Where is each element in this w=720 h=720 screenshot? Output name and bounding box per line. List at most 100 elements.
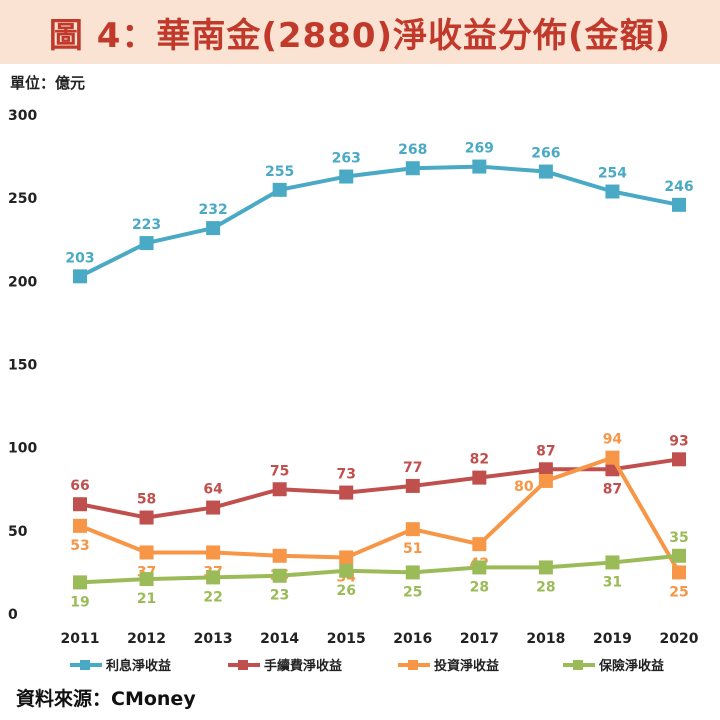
x-tick-label: 2012 (127, 631, 166, 647)
series-line (79, 455, 681, 574)
legend-marker (408, 660, 418, 670)
x-tick-label: 2015 (327, 631, 366, 647)
data-point (139, 236, 154, 251)
data-label: 203 (65, 250, 94, 266)
legend-entry: 投資淨收益 (434, 658, 499, 674)
data-point (73, 497, 87, 512)
line-chart: 0 50 100 150 200 250 300 2011 2012 2013 2014 2015 20… (8, 108, 699, 674)
series-line (79, 553, 680, 585)
data-point (272, 182, 287, 197)
data-label: 87 (603, 481, 622, 497)
data-label: 58 (137, 492, 156, 508)
data-point (405, 161, 420, 176)
data-point (472, 537, 487, 552)
data-label: 31 (603, 574, 622, 590)
data-label: 255 (265, 164, 294, 180)
data-point (538, 462, 553, 477)
x-tick-label: 2016 (393, 631, 432, 647)
data-label: 23 (270, 588, 289, 604)
y-tick-label: 100 (8, 441, 37, 457)
data-point (73, 518, 87, 533)
legend-entry: 利息淨收益 (106, 658, 171, 674)
data-label: 28 (470, 579, 489, 595)
x-tick-label: 2017 (460, 631, 499, 647)
y-tick-label: 300 (8, 108, 37, 124)
x-tick-label: 2011 (61, 631, 100, 647)
series-line (79, 457, 680, 520)
data-point (272, 482, 287, 497)
data-point (472, 470, 487, 485)
x-tick-label: 2020 (660, 631, 699, 647)
data-point (272, 548, 287, 563)
data-label: 266 (531, 146, 560, 162)
x-tick-label: 2013 (194, 631, 233, 647)
data-label: 73 (336, 467, 355, 483)
x-tick-label: 2018 (526, 631, 565, 647)
data-label: 94 (603, 432, 623, 448)
data-label: 22 (203, 589, 222, 605)
data-label: 263 (332, 151, 361, 167)
data-point (73, 575, 87, 590)
y-tick-label: 200 (8, 274, 37, 290)
data-label: 25 (669, 584, 688, 600)
y-tick-label: 150 (8, 358, 37, 374)
x-tick-label: 2014 (260, 631, 299, 647)
data-label: 26 (336, 583, 355, 599)
legend-entry: 保險淨收益 (598, 658, 664, 674)
data-label: 19 (70, 594, 89, 610)
series-line (79, 164, 680, 279)
data-point (538, 560, 553, 575)
y-tick-label: 250 (8, 191, 37, 207)
data-label: 35 (669, 530, 688, 546)
data-point (206, 570, 221, 585)
data-label: 223 (132, 217, 161, 233)
source-label: 資料來源：CMoney (16, 688, 196, 710)
data-label: 269 (465, 141, 494, 157)
legend-marker (238, 660, 248, 670)
data-label: 80 (514, 479, 534, 495)
data-point (272, 568, 287, 583)
data-label: 93 (669, 433, 688, 449)
data-point (405, 522, 420, 537)
legend-marker (80, 660, 90, 670)
data-label: 268 (398, 142, 427, 158)
data-point (605, 450, 620, 465)
data-point (405, 478, 420, 493)
data-point (605, 184, 620, 199)
data-point (538, 164, 553, 179)
data-label: 75 (270, 463, 289, 479)
data-point (672, 452, 686, 467)
data-point (73, 269, 87, 284)
data-point (339, 563, 354, 578)
data-label: 28 (536, 579, 555, 595)
data-point (472, 560, 487, 575)
data-label: 82 (470, 452, 489, 468)
data-label: 246 (664, 179, 693, 195)
data-point (339, 550, 354, 565)
data-point (339, 485, 354, 500)
y-tick-label: 0 (8, 607, 18, 623)
data-label: 51 (403, 541, 422, 557)
data-label: 254 (598, 166, 627, 182)
data-label: 77 (403, 460, 422, 476)
data-point (605, 555, 620, 570)
data-label: 53 (70, 538, 89, 554)
data-point (672, 565, 686, 580)
data-label: 66 (70, 478, 89, 494)
y-tick-label: 50 (8, 524, 28, 540)
data-label: 232 (198, 202, 227, 218)
data-point (538, 473, 553, 488)
legend-entry: 手續費淨收益 (264, 658, 342, 674)
x-tick-label: 2019 (593, 631, 632, 647)
chart-title: 圖 4：華南金(2880)淨收益分佈(金額) (48, 15, 672, 56)
data-label: 87 (536, 443, 555, 459)
data-point (206, 221, 221, 236)
data-label: 21 (137, 591, 156, 607)
data-point (405, 565, 420, 580)
data-point (139, 572, 154, 587)
data-point (139, 545, 154, 560)
data-point (206, 500, 221, 515)
title-banner: 圖 4：華南金(2880)淨收益分佈(金額) (0, 0, 720, 64)
data-point (139, 510, 154, 525)
legend-marker (573, 660, 583, 670)
